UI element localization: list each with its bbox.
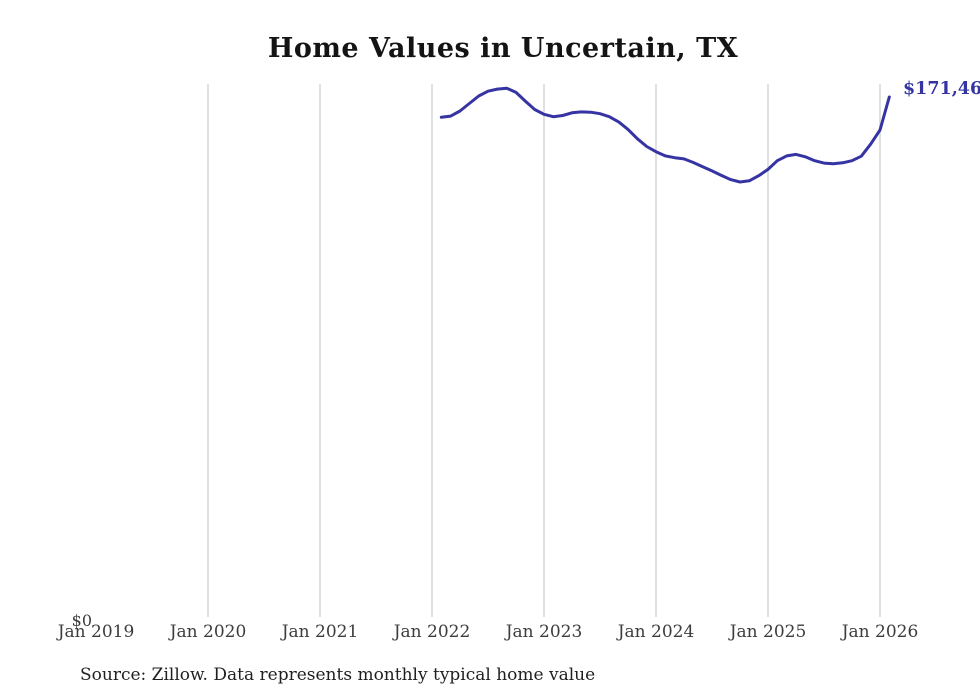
- x-tick-label-jan-2022: Jan 2022: [393, 622, 471, 642]
- x-tick-label-jan-2024: Jan 2024: [617, 622, 695, 642]
- x-tick-label-jan-2026: Jan 2026: [841, 622, 919, 642]
- x-tick-label-jan-2021: Jan 2021: [281, 622, 359, 642]
- home-value-line: [439, 86, 891, 184]
- x-tick-label-jan-2023: Jan 2023: [505, 622, 583, 642]
- source-note: Source: Zillow. Data represents monthly …: [80, 665, 596, 685]
- vertical-gridlines: [207, 84, 881, 617]
- x-tick-label-jan-2020: Jan 2020: [169, 622, 247, 642]
- x-tick-label-jan-2025: Jan 2025: [729, 622, 807, 642]
- chart-title: Home Values in Uncertain, TX: [267, 33, 739, 64]
- y-axis-zero-tick-label: $0: [71, 611, 92, 630]
- end-value-annotation: $171,460: [903, 79, 980, 99]
- x-tick-label-jan-2019: Jan 2019: [57, 622, 135, 642]
